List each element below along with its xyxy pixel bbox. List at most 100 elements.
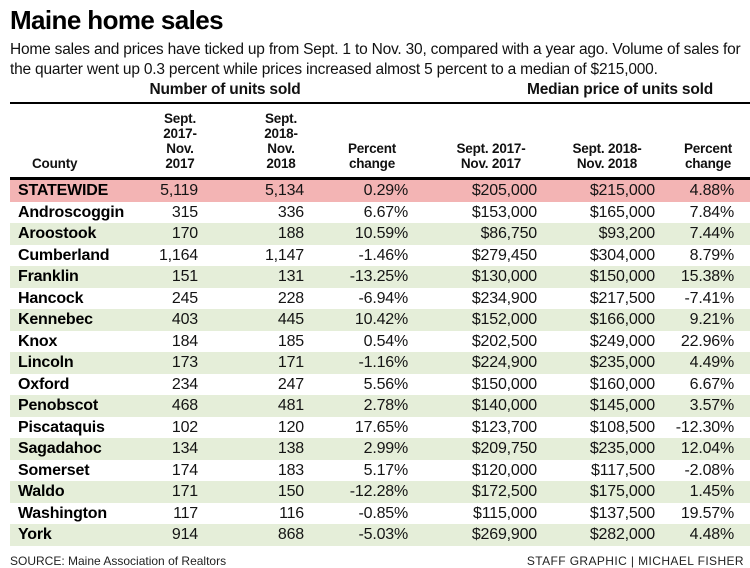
- units-pct-cell: -12.28%: [349, 483, 408, 500]
- table-row: Oxford 234 247 5.56% $150,000 $160,000 6.67%: [10, 374, 750, 396]
- table-row: York 914 868 -5.03% $269,900 $282,000 4.48%: [10, 524, 750, 546]
- table-row: Aroostook 170 188 10.59% $86,750 $93,200 7.44%: [10, 223, 750, 245]
- column-header-price-2017: Sept. 2017- Nov. 2017: [408, 104, 537, 180]
- units-2017-cell: 134: [171, 440, 198, 457]
- county-cell: Franklin: [18, 268, 79, 285]
- price-2017-cell: $153,000: [471, 203, 537, 221]
- units-pct-cell: 2.99%: [363, 440, 409, 457]
- column-header-units-2018: Sept. 2018- Nov. 2018: [198, 104, 304, 180]
- table-body: STATEWIDE 5,119 5,134 0.29% $205,000 $215,000…: [10, 178, 750, 546]
- table-row: Androscoggin 315 336 6.67% $153,000 $165,000 7…: [10, 202, 750, 224]
- price-pct-cell: -12.30%: [675, 418, 734, 436]
- table-row: Washington 117 116 -0.85% $115,000 $137,500 19…: [10, 503, 750, 525]
- units-2017-cell: 914: [171, 526, 198, 543]
- units-pct-cell: -5.03%: [358, 526, 409, 543]
- price-2018-cell: $166,000: [589, 311, 655, 328]
- price-pct-cell: 4.49%: [689, 354, 735, 371]
- group-header-median-price: Median price of units sold: [527, 81, 713, 98]
- price-2017-cell: $202,500: [471, 332, 537, 350]
- units-2017-cell: 117: [173, 504, 198, 522]
- units-pct-cell: 10.59%: [354, 225, 408, 242]
- price-2018-cell: $235,000: [589, 440, 655, 457]
- table-header: County Sept. 2017- Nov. 2017 Sept. 2018-…: [10, 104, 750, 180]
- price-2017-cell: $152,000: [471, 311, 537, 328]
- units-2017-cell: 234: [171, 375, 198, 393]
- units-2017-cell: 1,164: [158, 246, 198, 264]
- units-2018-cell: 481: [277, 397, 304, 414]
- units-2017-cell: 245: [171, 289, 198, 307]
- column-header-price-pct-change: Percent change: [655, 104, 750, 180]
- price-pct-cell: 4.48%: [689, 526, 735, 543]
- county-cell: Sagadahoc: [18, 440, 102, 457]
- price-2018-cell: $217,500: [589, 289, 655, 307]
- price-pct-cell: 15.38%: [680, 268, 734, 285]
- price-pct-cell: 4.88%: [689, 182, 735, 199]
- price-pct-cell: 7.44%: [689, 225, 735, 242]
- price-2018-cell: $160,000: [589, 375, 655, 393]
- column-header-units-2017: Sept. 2017- Nov. 2017: [125, 104, 198, 180]
- price-2017-cell: $269,900: [471, 526, 537, 543]
- price-pct-cell: 6.67%: [689, 375, 735, 393]
- units-2018-cell: 185: [277, 332, 304, 350]
- county-cell: Penobscot: [18, 397, 98, 414]
- county-cell: Kennebec: [18, 311, 93, 328]
- county-cell: Androscoggin: [18, 203, 125, 221]
- units-2017-cell: 171: [171, 483, 198, 500]
- price-pct-cell: 7.84%: [689, 203, 735, 221]
- price-2018-cell: $175,000: [589, 483, 655, 500]
- table-row: Cumberland 1,164 1,147 -1.46% $279,450 $304,0…: [10, 245, 750, 267]
- price-2018-cell: $165,000: [589, 203, 655, 221]
- price-2018-cell: $117,500: [591, 461, 655, 479]
- price-2018-cell: $150,000: [589, 268, 655, 285]
- price-2017-cell: $279,450: [471, 246, 537, 264]
- price-2017-cell: $123,700: [471, 418, 537, 436]
- price-2017-cell: $205,000: [471, 182, 537, 199]
- units-pct-cell: -1.46%: [358, 246, 409, 264]
- county-cell: Waldo: [18, 483, 65, 500]
- units-2017-cell: 174: [171, 461, 198, 479]
- units-2017-cell: 315: [171, 203, 198, 221]
- units-pct-cell: -1.16%: [358, 354, 409, 371]
- table-group-headers: Number of units sold Median price of uni…: [10, 81, 750, 104]
- price-2017-cell: $224,900: [471, 354, 537, 371]
- units-pct-cell: 17.65%: [354, 418, 408, 436]
- price-2018-cell: $108,500: [589, 418, 655, 436]
- units-2018-cell: 120: [277, 418, 304, 436]
- county-cell: Washington: [18, 504, 107, 522]
- units-pct-cell: -6.94%: [358, 289, 409, 307]
- units-pct-cell: -0.85%: [358, 504, 409, 522]
- units-2017-cell: 102: [171, 418, 198, 436]
- price-pct-cell: -2.08%: [684, 461, 735, 479]
- units-pct-cell: -13.25%: [349, 268, 408, 285]
- units-2017-cell: 184: [171, 332, 198, 350]
- units-2017-cell: 170: [171, 225, 198, 242]
- units-2018-cell: 188: [277, 225, 304, 242]
- county-cell: Lincoln: [18, 354, 74, 371]
- price-pct-cell: 22.96%: [680, 332, 734, 350]
- units-2018-cell: 5,134: [264, 182, 304, 199]
- units-2018-cell: 171: [277, 354, 304, 371]
- price-2017-cell: $130,000: [471, 268, 537, 285]
- column-header-price-2018: Sept. 2018- Nov. 2018: [537, 104, 655, 180]
- county-cell: Cumberland: [18, 246, 110, 264]
- table-row: Lincoln 173 171 -1.16% $224,900 $235,000 4.49%: [10, 352, 750, 374]
- column-header-county: County: [10, 104, 125, 180]
- units-2017-cell: 468: [171, 397, 198, 414]
- table-row: Penobscot 468 481 2.78% $140,000 $145,000 3.57…: [10, 395, 750, 417]
- column-header-units-pct-change: Percent change: [304, 104, 408, 180]
- units-2018-cell: 138: [277, 440, 304, 457]
- price-2018-cell: $304,000: [589, 246, 655, 264]
- price-2017-cell: $234,900: [471, 289, 537, 307]
- home-sales-table: County Sept. 2017- Nov. 2017 Sept. 2018-…: [10, 104, 750, 546]
- price-2018-cell: $137,500: [589, 504, 655, 522]
- units-pct-cell: 0.29%: [363, 182, 409, 199]
- units-pct-cell: 5.56%: [363, 375, 409, 393]
- units-2017-cell: 173: [171, 354, 198, 371]
- units-2018-cell: 247: [277, 375, 304, 393]
- units-pct-cell: 6.67%: [363, 203, 409, 221]
- table-row: Hancock 245 228 -6.94% $234,900 $217,500 -7.41…: [10, 288, 750, 310]
- units-2018-cell: 116: [279, 504, 304, 522]
- units-2018-cell: 868: [277, 526, 304, 543]
- price-2018-cell: $282,000: [589, 526, 655, 543]
- table-row: Waldo 171 150 -12.28% $172,500 $175,000 1.45%: [10, 481, 750, 503]
